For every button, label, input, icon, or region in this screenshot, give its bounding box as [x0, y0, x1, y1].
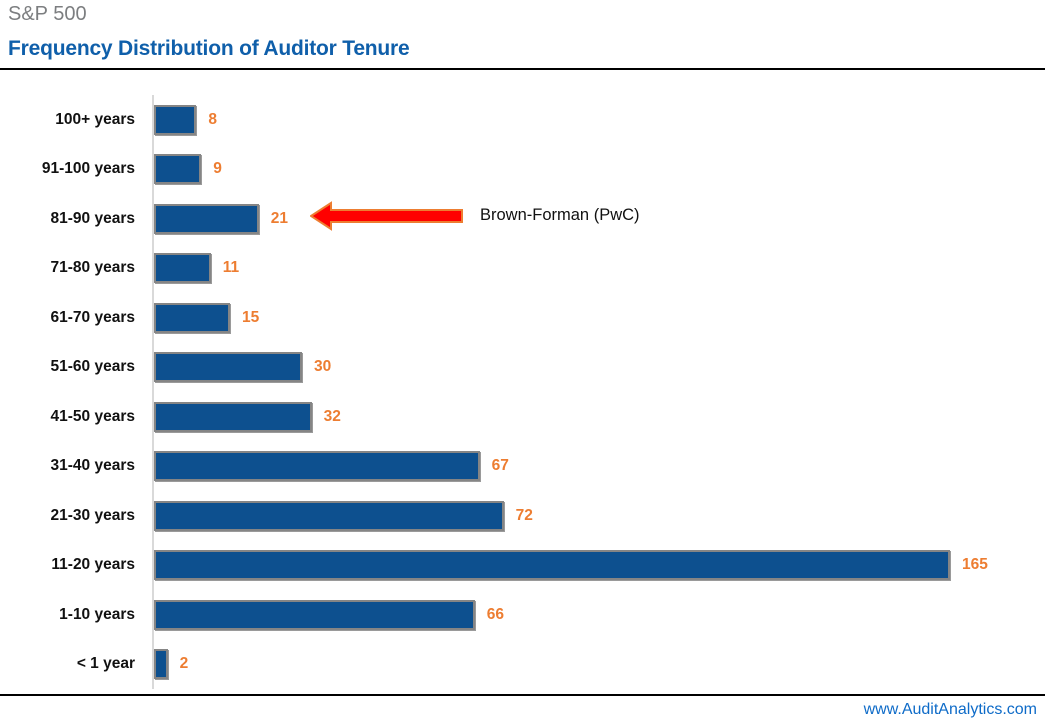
value-label: 15 — [242, 308, 260, 326]
bar-area: 2 — [152, 639, 1045, 689]
chart-row: 31-40 years 67 — [0, 441, 1045, 491]
value-label: 67 — [491, 457, 509, 475]
chart-row: 1-10 years 66 — [0, 590, 1045, 640]
bar — [154, 154, 202, 185]
value-label: 21 — [270, 209, 289, 227]
bar-area: 8 — [152, 95, 1045, 145]
bar-area: 21 — [152, 194, 1045, 244]
bar-area: 9 — [152, 144, 1045, 194]
category-label: 11-20 years — [51, 556, 135, 574]
chart-row: < 1 year 2 — [0, 639, 1045, 689]
bar-area: 32 — [152, 392, 1045, 442]
chart-subtitle: S&P 500 — [8, 3, 87, 25]
bar-area: 11 — [152, 243, 1045, 293]
bar — [154, 451, 480, 482]
chart-row: 41-50 years 32 — [0, 392, 1045, 442]
bar-area: 72 — [152, 491, 1045, 541]
chart-row: 21-30 years 72 — [0, 491, 1045, 541]
category-label: 21-30 years — [50, 506, 135, 524]
annotation-label: Brown-Forman (PwC) — [480, 206, 640, 224]
category-label: 100+ years — [55, 110, 135, 128]
header-divider — [0, 68, 1045, 70]
value-label: 66 — [486, 605, 505, 623]
bar — [154, 104, 197, 135]
bar — [154, 253, 211, 284]
bar-area: 165 — [152, 540, 1045, 590]
bar-area: 66 — [152, 590, 1045, 640]
chart-row: 51-60 years 30 — [0, 342, 1045, 392]
bar — [154, 302, 230, 333]
bar-area: 15 — [152, 293, 1045, 343]
category-label: 31-40 years — [50, 457, 135, 475]
category-label: 1-10 years — [59, 605, 135, 623]
value-label: 72 — [515, 506, 533, 524]
category-label: < 1 year — [76, 655, 135, 673]
audit-analytics-link[interactable]: www.AuditAnalytics.com — [863, 701, 1037, 718]
value-label: 9 — [213, 160, 222, 178]
bar — [154, 401, 312, 432]
chart-row: 91-100 years 9 — [0, 144, 1045, 194]
category-label: 61-70 years — [50, 308, 135, 326]
bar-area: 67 — [152, 441, 1045, 491]
chart-rows: 100+ years 8 91-100 years 9 81-90 years … — [0, 95, 1045, 689]
chart-row: 71-80 years 11 — [0, 243, 1045, 293]
bar — [154, 203, 259, 234]
category-label: 91-100 years — [41, 160, 135, 178]
category-label: 51-60 years — [50, 358, 135, 376]
chart-row: 61-70 years 15 — [0, 293, 1045, 343]
bar-area: 30 — [152, 342, 1045, 392]
footer-divider — [0, 694, 1045, 696]
value-label: 165 — [962, 556, 988, 574]
chart-row: 11-20 years 165 — [0, 540, 1045, 590]
category-label: 81-90 years — [50, 209, 135, 227]
category-label: 41-50 years — [50, 407, 135, 425]
value-label: 11 — [222, 259, 240, 277]
bar — [154, 649, 168, 680]
value-label: 32 — [323, 407, 341, 425]
value-label: 2 — [179, 655, 189, 673]
bar — [154, 599, 475, 630]
chart-title: Frequency Distribution of Auditor Tenure — [8, 37, 410, 60]
category-label: 71-80 years — [50, 259, 135, 277]
bar — [154, 352, 302, 383]
left-arrow-icon — [310, 201, 463, 231]
bar — [154, 500, 504, 531]
bar — [154, 550, 950, 581]
chart-row: 81-90 years 21 — [0, 194, 1045, 244]
value-label: 8 — [208, 110, 218, 128]
chart-row: 100+ years 8 — [0, 95, 1045, 145]
value-label: 30 — [314, 358, 332, 376]
